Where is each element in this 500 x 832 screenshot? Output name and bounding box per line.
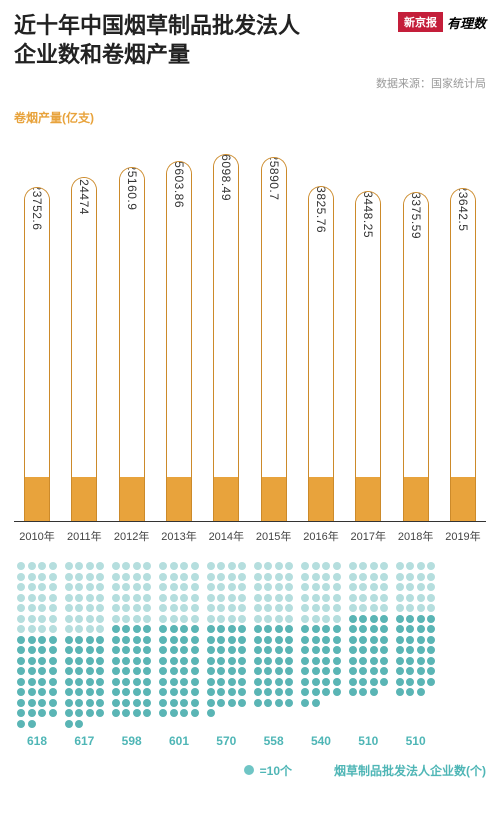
bar-2010年: 23752.6	[16, 187, 58, 521]
dot-col-6: 540	[300, 562, 342, 748]
bar-2019年: 23642.5	[442, 188, 484, 521]
dot-col-5: 558	[253, 562, 295, 748]
dot-count-label: 601	[169, 734, 189, 748]
y-axis-label: 卷烟产量(亿支)	[14, 109, 486, 126]
dot-col-7: 510	[347, 562, 389, 748]
logo-xinjingbao: 新京报	[398, 12, 443, 32]
dot-count-label: 598	[122, 734, 142, 748]
bar-2017年: 23448.25	[347, 191, 389, 521]
dot-col-0: 618	[16, 562, 58, 748]
x-tick: 2015年	[253, 528, 295, 544]
legend: =10个 烟草制品批发法人企业数(个)	[14, 762, 486, 779]
legend-dot-icon	[244, 765, 254, 775]
bar-2016年: 23825.76	[300, 186, 342, 521]
bar-2015年: 25890.7	[253, 157, 295, 521]
data-source: 数据来源：国家统计局	[14, 75, 486, 91]
bar-2012年: 25160.9	[111, 167, 153, 521]
dot-count-label: 617	[74, 734, 94, 748]
logo-youlishu: 有理数	[447, 13, 486, 32]
dot-count-label: 540	[311, 734, 331, 748]
dot-col-4: 570	[205, 562, 247, 748]
dot-col-1: 617	[63, 562, 105, 748]
bar-2011年: 24474	[63, 177, 105, 521]
page-title: 近十年中国烟草制品批发法人 企业数和卷烟产量	[14, 12, 300, 69]
bar-2013年: 25603.86	[158, 161, 200, 521]
x-axis: 2010年 2011年 2012年 2013年 2014年 2015年 2016年 2017年…	[14, 522, 486, 544]
x-tick: 2014年	[205, 528, 247, 544]
dot-col-8: 510	[395, 562, 437, 748]
dot-count-label: 570	[216, 734, 236, 748]
x-tick: 2017年	[347, 528, 389, 544]
dot-count-label: 558	[264, 734, 284, 748]
x-tick: 2010年	[16, 528, 58, 544]
bar-2018年: 23375.59	[395, 192, 437, 521]
dot-count-label: 510	[358, 734, 378, 748]
bar-2014年: 26098.49	[205, 154, 247, 521]
x-tick: 2019年	[442, 528, 484, 544]
dot-col-2: 598	[111, 562, 153, 748]
cigarette-bar-chart: 23752.6 24474 25160.9 25603.86 26098.49 …	[14, 132, 486, 522]
x-tick: 2016年	[300, 528, 342, 544]
dot-count-label: 510	[406, 734, 426, 748]
legend-text: 烟草制品批发法人企业数(个)	[334, 762, 486, 779]
x-tick: 2011年	[63, 528, 105, 544]
x-tick: 2012年	[111, 528, 153, 544]
enterprise-dots-chart: 618 617 598 601 570 558 540 510 510	[14, 562, 486, 748]
x-tick: 2013年	[158, 528, 200, 544]
dot-col-3: 601	[158, 562, 200, 748]
publisher-logos: 新京报 有理数	[398, 12, 486, 32]
dot-count-label: 618	[27, 734, 47, 748]
legend-unit: =10个	[260, 762, 292, 779]
x-tick: 2018年	[395, 528, 437, 544]
